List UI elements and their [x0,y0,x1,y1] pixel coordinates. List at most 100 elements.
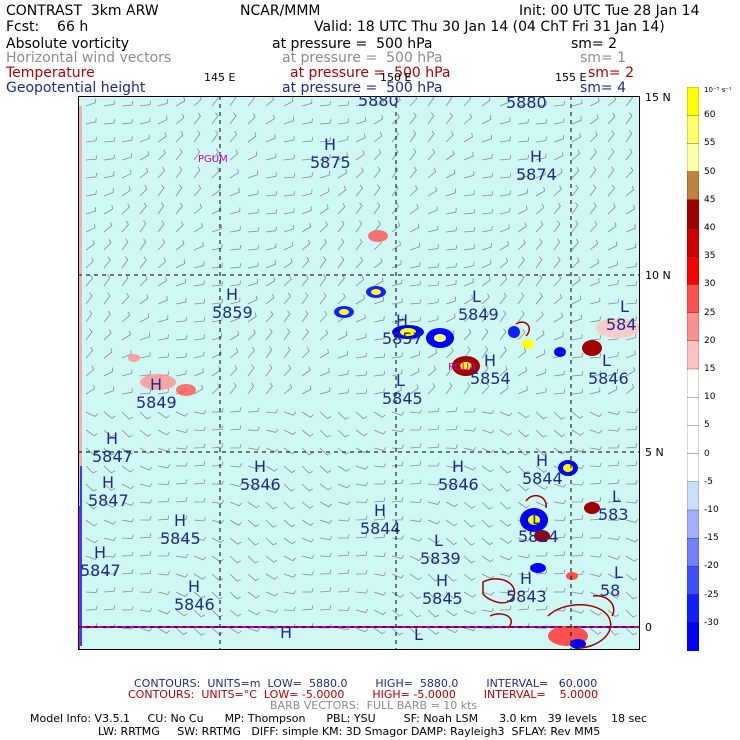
wind-barb [283,501,295,510]
wind-barb [175,259,186,269]
wind-barb [193,368,204,377]
wind-barb [85,117,97,125]
wind-barb [481,134,492,143]
wind-barb [499,483,511,492]
wind-barb [355,411,368,420]
wind-barb [553,533,566,539]
wind-barb [607,280,619,287]
wind-barb [607,203,616,215]
wind-barb [571,352,584,359]
wind-barb [355,371,368,377]
wind-barb [553,370,565,377]
wind-barb [607,260,618,269]
wind-barb [85,257,94,269]
wind-barb [103,100,115,107]
wind-barb [121,256,129,269]
wind-barb [517,239,526,251]
wind-barb [211,519,225,524]
wind-barb [103,386,114,395]
colorbar-segment [687,453,699,483]
wind-barb [319,501,332,508]
wind-barb [229,130,238,143]
wind-barb [265,260,276,269]
wind-barb [391,535,404,540]
wind-barb [625,443,638,449]
wind-barb [481,242,492,251]
wind-barb [319,310,328,323]
wind-barb [85,155,98,161]
wind-barb [409,609,421,618]
wind-barb [373,552,386,557]
wind-barb [409,573,422,581]
wind-barb [139,588,152,593]
wind-barb [139,167,149,179]
wind-barb [301,537,315,543]
station-pgua: PGUA [448,362,476,373]
wind-barb [104,570,116,575]
wind-barb [355,238,363,251]
wind-barb [265,226,277,233]
wind-barb [175,335,188,341]
wind-barb [517,554,531,559]
wind-barb [85,483,97,492]
colorbar-unit: 10⁻⁵ s⁻¹ [704,86,732,94]
wind-barb [535,429,547,438]
wind-barb [571,99,583,107]
wind-barb [301,366,311,377]
wind-barb [607,516,620,521]
wind-barb [337,101,350,107]
wind-barb [121,569,134,575]
height-value: 5845 [160,529,201,548]
wind-barb [517,447,529,456]
wind-barb [373,411,386,418]
wind-barb [247,445,261,451]
wind-barb [139,351,151,359]
wind-barb [157,411,170,419]
wind-barb [571,295,582,305]
wind-barb [481,608,495,613]
wind-barb [175,316,188,323]
wind-barb [427,130,435,143]
wind-barb [103,154,115,161]
wind-barb [589,446,603,451]
wind-barb [265,293,275,305]
high-marker: H [396,311,408,330]
field-pressure-height: at pressure = 500 hPa [282,80,443,96]
model-info-line2: LW: RRTMG SW: RRTMG DIFF: simple KM: 3D … [98,725,601,738]
wind-barb [589,184,597,197]
wind-barb [193,461,206,467]
wind-barb [535,465,548,473]
wind-barb [319,119,332,125]
wind-barb [265,243,277,251]
wind-barb [517,465,529,474]
wind-barb [355,333,367,341]
wind-barb [247,151,258,161]
wind-barb [157,464,171,469]
height-value: 584 [606,315,637,334]
wind-barb [553,202,561,215]
colorbar-segment [687,199,699,229]
wind-barb [355,429,368,437]
wind-barb [607,573,620,580]
wind-barb [283,537,296,545]
low-marker: L [532,509,541,528]
wind-barb [517,411,530,419]
wind-barb [625,333,637,341]
high-marker: H [530,147,542,166]
wind-barb [607,609,620,618]
wind-barb [247,208,260,215]
wind-barb [391,609,404,617]
wind-barb [571,334,583,341]
wind-barb [139,100,151,107]
wind-barb [445,573,457,582]
wind-barb [355,294,365,305]
colorbar-segment [687,284,699,314]
colorbar-segment [687,143,699,173]
wind-barb [301,206,312,215]
wind-barb [121,311,131,323]
wind-barb [373,370,386,377]
wind-barb [121,274,129,287]
wind-barb [571,220,579,233]
wind-barb [445,131,454,143]
wind-barb [535,274,543,287]
